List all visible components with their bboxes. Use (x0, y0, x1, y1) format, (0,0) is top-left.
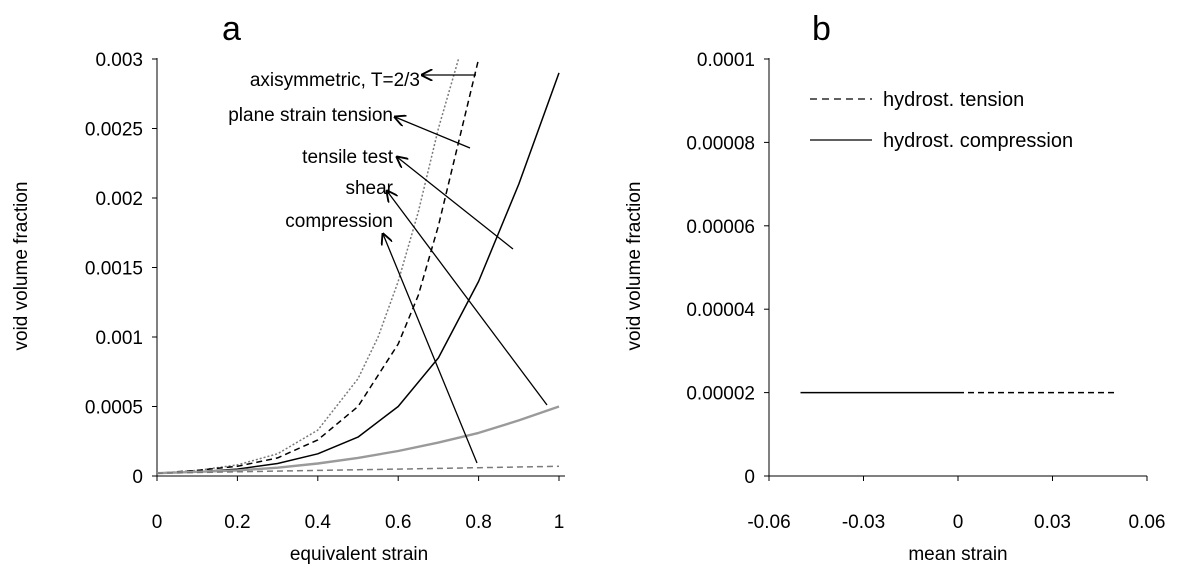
legend-label-compression: hydrost. compression (883, 130, 1073, 152)
series-line-axisymmetric-t-2-3 (156, 58, 460, 474)
x-tick-labels: -0.06 -0.03 0 0.03 0.06 (747, 476, 1165, 533)
y-tick-label: 0.0025 (85, 120, 143, 141)
y-axis-label: void volume fraction (11, 182, 32, 351)
annotations: axisymmetric, T=2/3 plane strain tension… (228, 70, 548, 464)
x-tick-label: 0.03 (1034, 512, 1071, 533)
x-tick-label: 1 (554, 512, 565, 533)
y-tick-label: 0 (744, 467, 755, 488)
x-tick-label: 0.06 (1129, 512, 1166, 533)
y-tick-label: 0.0001 (697, 50, 755, 71)
x-tick-label: 0 (953, 512, 964, 533)
chart-b: b 0 0.00002 0.00004 0.00006 0.00008 0.0001 -0… (624, 10, 1165, 565)
y-tick-label: 0.003 (95, 50, 143, 71)
y-tick-labels: 0 0.00002 0.00004 0.00006 0.00008 0.0001 (686, 50, 769, 488)
legend: hydrost. tension hydrost. compression (810, 89, 1073, 152)
x-tick-label: -0.03 (842, 512, 885, 533)
annotation-shear: shear (345, 178, 393, 199)
panel-b-label: b (812, 10, 831, 48)
annotation-compression: compression (285, 211, 393, 232)
x-axis-label: mean strain (908, 544, 1007, 565)
series-group (156, 58, 560, 475)
annotation-axisymmetric: axisymmetric, T=2/3 (250, 70, 420, 91)
y-tick-label: 0.00008 (686, 133, 755, 154)
y-tick-label: 0 (132, 467, 143, 488)
arrow-shear (387, 191, 548, 406)
y-tick-labels: 0 0.0005 0.001 0.0015 0.002 0.0025 0.003 (85, 50, 157, 488)
x-axis-label: equivalent strain (290, 544, 428, 565)
x-tick-label: 0.4 (305, 512, 332, 533)
chart-a: a 0 0.0005 0.001 0.0015 0.002 0.0025 0.003 0 0.… (11, 10, 565, 565)
arrow-tensile-test (397, 157, 514, 250)
panel-a-label: a (222, 10, 241, 48)
series-line-shear (156, 405, 560, 475)
x-tick-label: 0.8 (465, 512, 491, 533)
y-tick-label: 0.00002 (686, 384, 755, 405)
y-tick-label: 0.00004 (686, 300, 755, 321)
y-tick-label: 0.00006 (686, 217, 755, 238)
arrow-compression (383, 234, 478, 464)
legend-label-tension: hydrost. tension (883, 89, 1024, 111)
y-tick-label: 0.0005 (85, 398, 143, 419)
x-tick-label: -0.06 (747, 512, 790, 533)
y-axis-label: void volume fraction (624, 182, 645, 351)
annotation-tensile-test: tensile test (302, 147, 394, 168)
series-line-tensile-test (156, 72, 560, 474)
x-tick-label: 0.6 (385, 512, 411, 533)
arrow-plane-strain (395, 117, 471, 149)
x-tick-label: 0.2 (224, 512, 250, 533)
y-tick-label: 0.0015 (85, 259, 143, 280)
y-tick-label: 0.001 (95, 328, 143, 349)
x-tick-label: 0 (152, 512, 163, 533)
annotation-plane-strain: plane strain tension (228, 105, 393, 126)
y-tick-label: 0.002 (95, 189, 143, 210)
x-tick-labels: 0 0.2 0.4 0.6 0.8 1 (152, 476, 565, 533)
series-line-compression (156, 465, 560, 474)
